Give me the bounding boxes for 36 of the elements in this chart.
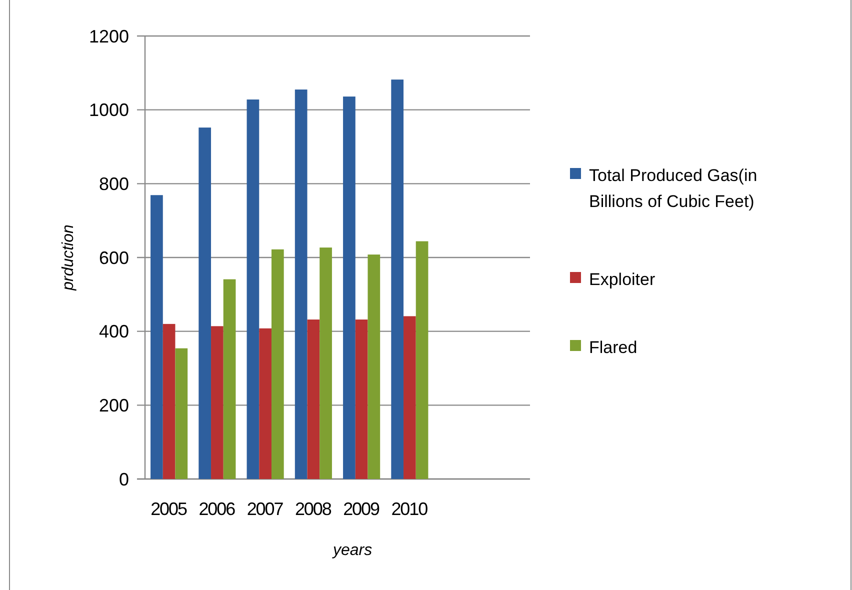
bar [307, 320, 320, 479]
bar [368, 254, 380, 479]
bar [259, 328, 272, 479]
y-axis-title: prduction [60, 224, 77, 292]
bar [271, 249, 284, 479]
x-tick-label: 2006 [198, 499, 236, 519]
y-tick-label: 800 [98, 174, 129, 194]
x-tick-label: 2010 [391, 499, 428, 519]
bar [162, 324, 176, 479]
y-tick-label: 200 [98, 395, 129, 416]
bar [391, 80, 404, 479]
bar [223, 279, 236, 479]
bar [175, 348, 188, 479]
x-axis-title: years [332, 542, 372, 559]
y-tick-label: 1200 [88, 26, 129, 46]
bar [416, 241, 428, 479]
x-tick-label: 2008 [294, 499, 332, 519]
bar [355, 320, 368, 479]
y-tick-label: 400 [98, 322, 129, 342]
y-tick-label: 0 [118, 469, 129, 490]
x-tick-label: 2009 [343, 499, 380, 519]
bar [294, 90, 308, 479]
bar [404, 316, 416, 479]
bar [211, 326, 224, 479]
bar [198, 128, 212, 479]
bar [343, 96, 356, 479]
legend-label: Exploiter [589, 270, 656, 289]
legend-label: Total Produced Gas(in Billions of Cubic Feet) [589, 166, 758, 211]
bar [320, 248, 332, 479]
y-tick-label: 1000 [88, 100, 129, 120]
x-tick-label: 2007 [246, 499, 284, 519]
x-tick-label: 2005 [150, 499, 188, 519]
legend-label: Flared [589, 338, 638, 357]
bar [150, 195, 163, 479]
y-tick-label: 600 [98, 248, 129, 268]
bar [246, 99, 260, 479]
